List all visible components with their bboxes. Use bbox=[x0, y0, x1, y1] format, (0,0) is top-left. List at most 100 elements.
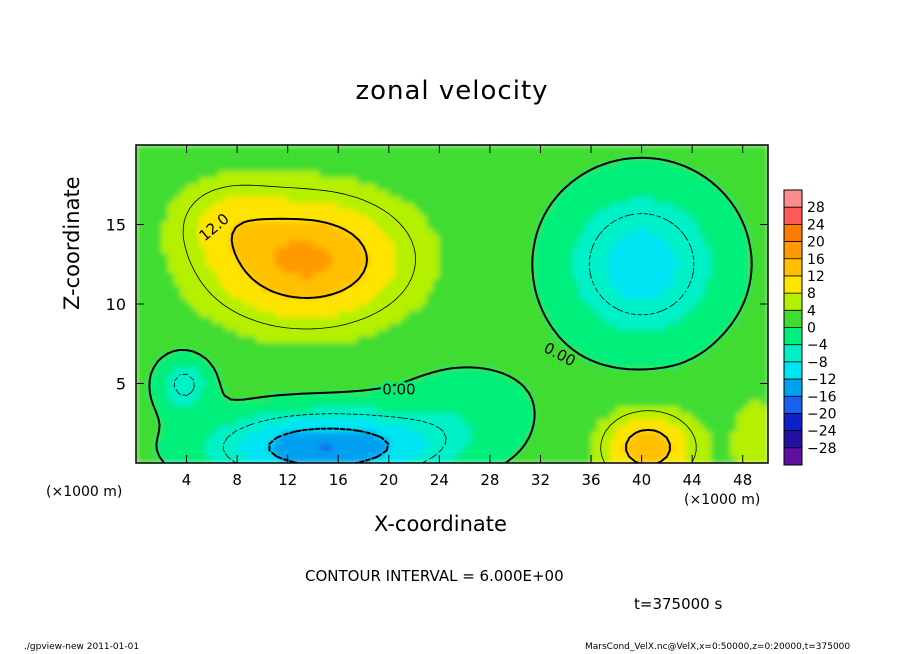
heatmap-cell bbox=[192, 354, 200, 362]
heatmap-cell bbox=[749, 348, 756, 356]
heatmap-cell bbox=[294, 367, 301, 375]
heatmap-cell bbox=[666, 412, 674, 420]
heatmap-cell bbox=[723, 310, 731, 318]
heatmap-cell bbox=[312, 195, 320, 203]
heatmap-cell bbox=[521, 291, 529, 299]
heatmap-cell bbox=[401, 234, 409, 241]
heatmap-cell bbox=[300, 227, 308, 235]
heatmap-cell bbox=[578, 367, 586, 375]
heatmap-cell bbox=[401, 297, 409, 305]
heatmap-cell bbox=[148, 176, 156, 184]
heatmap-cell bbox=[666, 418, 674, 426]
heatmap-cell bbox=[755, 208, 763, 216]
heatmap-cell bbox=[515, 367, 523, 375]
heatmap-cell bbox=[325, 348, 333, 356]
heatmap-cell bbox=[553, 342, 561, 350]
heatmap-cell bbox=[597, 456, 605, 463]
heatmap-cell bbox=[717, 443, 725, 451]
heatmap-cell bbox=[287, 227, 295, 235]
heatmap-cell bbox=[300, 386, 308, 394]
heatmap-cell bbox=[350, 367, 358, 375]
heatmap-cell bbox=[527, 297, 535, 305]
heatmap-cell bbox=[142, 214, 150, 222]
heatmap-cell bbox=[243, 183, 251, 191]
heatmap-cell bbox=[572, 412, 579, 420]
heatmap-cell bbox=[268, 310, 276, 318]
heatmap-cell bbox=[312, 272, 320, 280]
heatmap-cell bbox=[180, 342, 188, 350]
heatmap-cell bbox=[407, 405, 415, 413]
heatmap-cell bbox=[376, 208, 384, 216]
heatmap-cell bbox=[287, 393, 295, 400]
heatmap-cell bbox=[565, 208, 573, 216]
heatmap-cell bbox=[173, 412, 181, 420]
heatmap-cell bbox=[306, 393, 314, 400]
heatmap-cell bbox=[388, 373, 396, 381]
heatmap-cell bbox=[565, 354, 573, 362]
heatmap-cell bbox=[641, 157, 649, 165]
heatmap-cell bbox=[679, 157, 687, 165]
heatmap-cell bbox=[489, 335, 497, 343]
heatmap-cell bbox=[692, 214, 700, 222]
heatmap-cell bbox=[464, 240, 472, 248]
heatmap-cell bbox=[401, 361, 409, 369]
heatmap-cell bbox=[458, 450, 466, 458]
heatmap-cell bbox=[376, 234, 384, 241]
heatmap-cell bbox=[331, 246, 339, 254]
heatmap-cell bbox=[136, 170, 143, 178]
heatmap-cell bbox=[414, 361, 421, 369]
heatmap-cell bbox=[673, 145, 681, 152]
heatmap-cell bbox=[521, 164, 529, 172]
heatmap-cell bbox=[338, 259, 346, 267]
heatmap-cell bbox=[192, 145, 200, 152]
heatmap-cell bbox=[521, 297, 529, 305]
heatmap-cell bbox=[584, 323, 592, 331]
heatmap-cell bbox=[584, 151, 592, 159]
heatmap-cell bbox=[641, 214, 649, 222]
heatmap-cell bbox=[578, 310, 586, 318]
heatmap-cell bbox=[452, 354, 459, 362]
heatmap-cell bbox=[610, 348, 617, 356]
heatmap-cell bbox=[180, 456, 188, 463]
heatmap-cell bbox=[331, 418, 339, 426]
heatmap-cell bbox=[243, 221, 251, 229]
heatmap-cell bbox=[268, 265, 276, 273]
heatmap-cell bbox=[654, 304, 662, 311]
heatmap-cell bbox=[142, 176, 150, 184]
heatmap-cell bbox=[306, 227, 314, 235]
heatmap-cell bbox=[654, 342, 662, 350]
heatmap-cell bbox=[742, 316, 750, 324]
heatmap-cell bbox=[692, 431, 700, 439]
heatmap-cell bbox=[527, 272, 535, 280]
heatmap-cell bbox=[704, 234, 712, 241]
heatmap-cell bbox=[243, 284, 251, 292]
heatmap-cell bbox=[521, 278, 529, 286]
heatmap-cell bbox=[591, 278, 598, 286]
heatmap-cell bbox=[559, 437, 567, 445]
heatmap-cell bbox=[211, 189, 219, 197]
heatmap-cell bbox=[350, 208, 358, 216]
heatmap-cell bbox=[717, 265, 725, 273]
heatmap-cell bbox=[249, 443, 257, 451]
heatmap-cell bbox=[167, 431, 175, 439]
heatmap-cell bbox=[218, 259, 226, 267]
heatmap-cell bbox=[211, 176, 219, 184]
heatmap-cell bbox=[192, 310, 200, 318]
heatmap-cell bbox=[761, 291, 768, 299]
heatmap-cell bbox=[300, 316, 308, 324]
heatmap-cell bbox=[717, 348, 725, 356]
heatmap-cell bbox=[692, 278, 700, 286]
heatmap-cell bbox=[167, 399, 175, 407]
heatmap-cell bbox=[205, 170, 213, 178]
heatmap-cell bbox=[262, 202, 270, 210]
heatmap-cell bbox=[730, 221, 737, 229]
heatmap-cell bbox=[527, 450, 535, 458]
heatmap-cell bbox=[749, 253, 756, 261]
heatmap-cell bbox=[527, 208, 535, 216]
heatmap-cell bbox=[256, 348, 263, 356]
heatmap-cell bbox=[154, 265, 162, 273]
heatmap-cell bbox=[224, 259, 232, 267]
heatmap-cell bbox=[628, 393, 636, 400]
heatmap-cell bbox=[603, 335, 611, 343]
heatmap-cell bbox=[338, 367, 346, 375]
